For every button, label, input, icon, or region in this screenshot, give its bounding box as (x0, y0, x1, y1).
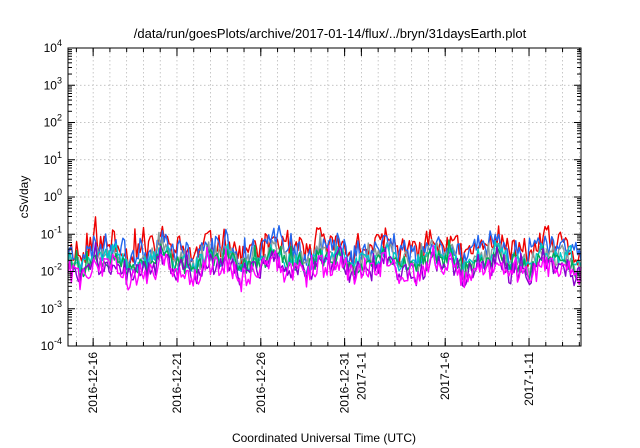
grid (68, 47, 581, 347)
y-tick-base: 10 (44, 41, 58, 55)
x-tick-label: 2017-1-1 (354, 352, 368, 400)
y-tick-base: 10 (44, 153, 58, 167)
series-group (67, 216, 582, 293)
y-tick-base: 10 (44, 78, 58, 92)
x-tick-label: 2017-1-11 (522, 352, 536, 406)
y-tick-label: 10-1 (41, 224, 62, 241)
y-tick-exponent: -3 (54, 299, 62, 309)
x-axis: 2016-12-16 2016-12-21 2016-12-26 2016-12-31… (75, 48, 580, 414)
x-tick-label: 2017-1-6 (438, 352, 452, 400)
y-tick-exponent: 1 (57, 150, 62, 160)
y-tick-label: 101 (44, 150, 62, 167)
y-tick-base: 10 (41, 265, 55, 279)
x-tick-label: 2016-12-21 (170, 352, 184, 414)
chart-title: /data/run/goesPlots/archive/2017-01-14/f… (134, 26, 527, 41)
y-tick-label: 102 (44, 113, 62, 130)
y-tick-exponent: -1 (54, 224, 62, 234)
y-tick-exponent: 2 (57, 113, 62, 123)
y-tick-base: 10 (41, 339, 55, 353)
y-tick-label: 10-2 (41, 262, 62, 279)
y-tick-base: 10 (41, 302, 55, 316)
y-axis-label: cSv/day (17, 176, 31, 219)
y-tick-base: 10 (44, 190, 58, 204)
series-line-magenta (67, 244, 582, 293)
plot-frame (67, 47, 582, 347)
y-tick-exponent: -2 (54, 262, 62, 272)
x-tick-label: 2016-12-31 (338, 352, 352, 414)
y-tick-exponent: 4 (57, 38, 62, 48)
x-tick-label: 2016-12-26 (254, 352, 268, 414)
y-tick-base: 10 (41, 227, 55, 241)
y-tick-base: 10 (44, 116, 58, 130)
x-axis-label: Coordinated Universal Time (UTC) (232, 431, 416, 445)
y-tick-label: 100 (44, 187, 62, 204)
y-tick-exponent: 0 (57, 187, 62, 197)
x-tick-label: 2016-12-16 (86, 352, 100, 414)
y-tick-label: 104 (44, 38, 62, 55)
y-tick-exponent: 3 (57, 75, 62, 85)
y-tick-label: 103 (44, 75, 62, 92)
y-tick-label: 10-4 (41, 336, 62, 353)
series-line-purple (67, 241, 582, 288)
y-tick-label: 10-3 (41, 299, 62, 316)
y-tick-exponent: -4 (54, 336, 62, 346)
